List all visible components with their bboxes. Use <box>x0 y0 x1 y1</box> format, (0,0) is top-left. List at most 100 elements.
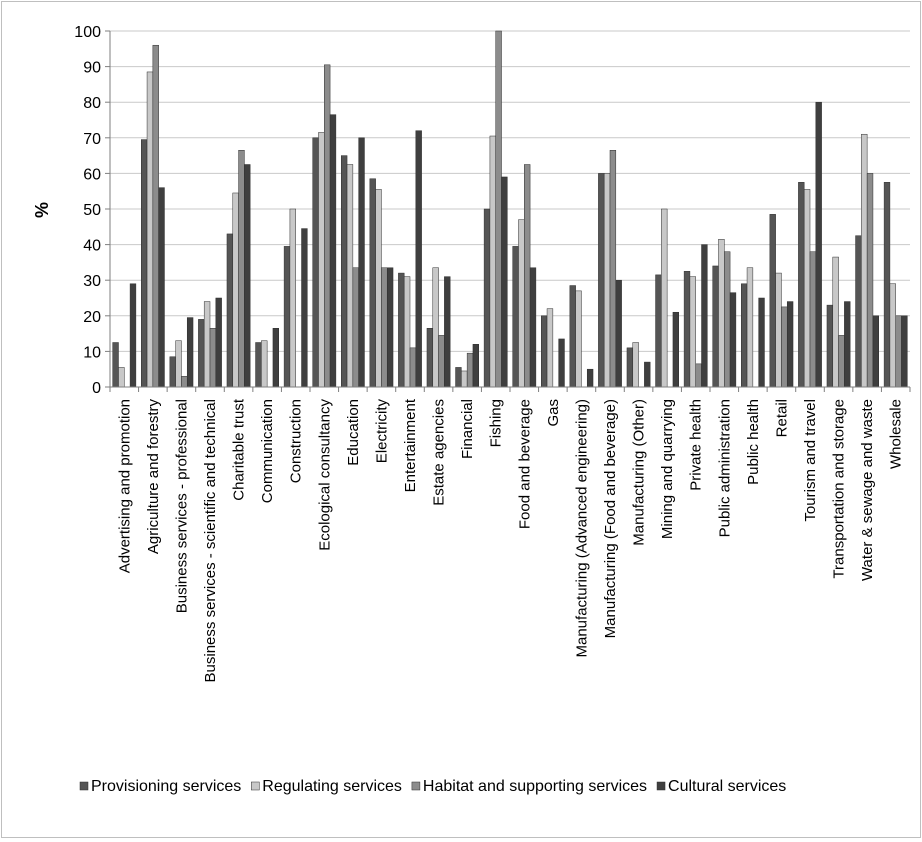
bar <box>181 376 188 388</box>
bar <box>261 340 268 388</box>
legend-label: Habitat and supporting services <box>423 778 647 795</box>
bar <box>438 335 445 388</box>
bar <box>689 276 696 388</box>
bar <box>346 164 354 388</box>
bar <box>558 338 565 388</box>
x-tick-label: Entertainment <box>402 398 419 492</box>
bar <box>546 308 554 388</box>
bar <box>901 315 908 388</box>
bar <box>312 137 319 388</box>
bar <box>826 304 834 388</box>
x-tick-label: Gas <box>545 399 562 427</box>
legend-swatch <box>411 781 421 791</box>
bar <box>758 297 765 388</box>
y-axis-label: % <box>32 202 52 218</box>
y-tick-label: 60 <box>83 166 101 183</box>
x-tick-label: Agriculture and forestry <box>145 399 162 555</box>
bar <box>672 311 679 388</box>
y-tick-label: 0 <box>92 380 101 397</box>
bar <box>569 285 576 388</box>
bar <box>289 208 296 388</box>
bar <box>329 114 337 388</box>
x-tick-label: Tourism and travel <box>802 399 819 522</box>
bar <box>386 267 394 388</box>
bar <box>152 44 159 388</box>
bar <box>786 301 794 388</box>
bar <box>432 267 439 388</box>
y-tick-label: 40 <box>83 238 101 255</box>
bar <box>541 315 548 388</box>
bar <box>466 352 474 388</box>
legend-item: Provisioning services <box>79 778 241 795</box>
bar <box>586 368 594 388</box>
y-tick-label: 20 <box>83 309 101 326</box>
bar <box>598 173 605 388</box>
bar <box>775 272 782 388</box>
bar <box>232 192 239 388</box>
y-tick-label: 70 <box>83 131 101 148</box>
legend-label: Regulating services <box>262 778 402 795</box>
bar <box>415 130 422 388</box>
bar <box>215 297 222 388</box>
bar <box>301 228 308 388</box>
bar <box>198 319 205 388</box>
bar <box>455 367 462 388</box>
x-tick-label: Wholesale <box>888 399 905 469</box>
bar <box>175 340 182 388</box>
legend-swatch <box>79 781 89 791</box>
bar <box>683 271 691 388</box>
bar <box>426 328 434 388</box>
bar <box>512 246 519 388</box>
bar <box>889 283 896 388</box>
x-tick-label: Manufacturing (Advanced engineering) <box>573 399 590 658</box>
bar <box>609 150 617 388</box>
x-tick-label: Charitable trust <box>231 398 248 501</box>
y-tick-label: 10 <box>83 344 101 361</box>
bar <box>255 342 262 388</box>
bar <box>318 132 325 388</box>
x-tick-label: Education <box>345 399 362 466</box>
bar <box>146 71 154 388</box>
bar <box>409 347 417 388</box>
x-tick-label: Food and beverage <box>516 399 533 529</box>
bar <box>741 283 748 388</box>
bar <box>718 239 725 388</box>
bar <box>895 315 902 388</box>
x-tick-label: Manufacturing (Other) <box>631 399 648 546</box>
x-tick-label: Public administration <box>716 399 733 537</box>
bar <box>712 265 719 388</box>
bar <box>244 164 251 388</box>
bar <box>341 155 348 388</box>
x-tick-label: Private health <box>688 399 705 491</box>
bar <box>729 292 737 388</box>
legend-item: Regulating services <box>251 778 402 795</box>
bar <box>238 150 245 388</box>
bar <box>472 344 479 388</box>
bar <box>529 267 537 388</box>
x-tick-label: Public health <box>745 399 762 485</box>
bar <box>203 301 211 388</box>
x-tick-label: Estate agencies <box>431 399 448 506</box>
bar <box>489 135 496 388</box>
legend-item: Habitat and supporting services <box>411 778 647 795</box>
x-tick-label: Ecological consultancy <box>316 399 333 551</box>
bar <box>398 272 405 388</box>
x-tick-label: Manufacturing (Food and beverage) <box>602 399 619 638</box>
bar <box>352 267 359 388</box>
y-tick-label: 50 <box>83 202 101 219</box>
legend-item: Cultural services <box>656 778 786 795</box>
bar <box>283 246 291 388</box>
bar <box>403 276 411 388</box>
bar <box>444 276 451 388</box>
bar <box>495 30 502 388</box>
bar <box>809 251 817 388</box>
bar <box>483 208 491 388</box>
bar <box>838 335 845 388</box>
bar <box>226 233 234 388</box>
bar <box>746 267 754 388</box>
x-tick-label: Construction <box>288 399 305 483</box>
bar <box>501 176 508 388</box>
bar <box>832 256 839 388</box>
